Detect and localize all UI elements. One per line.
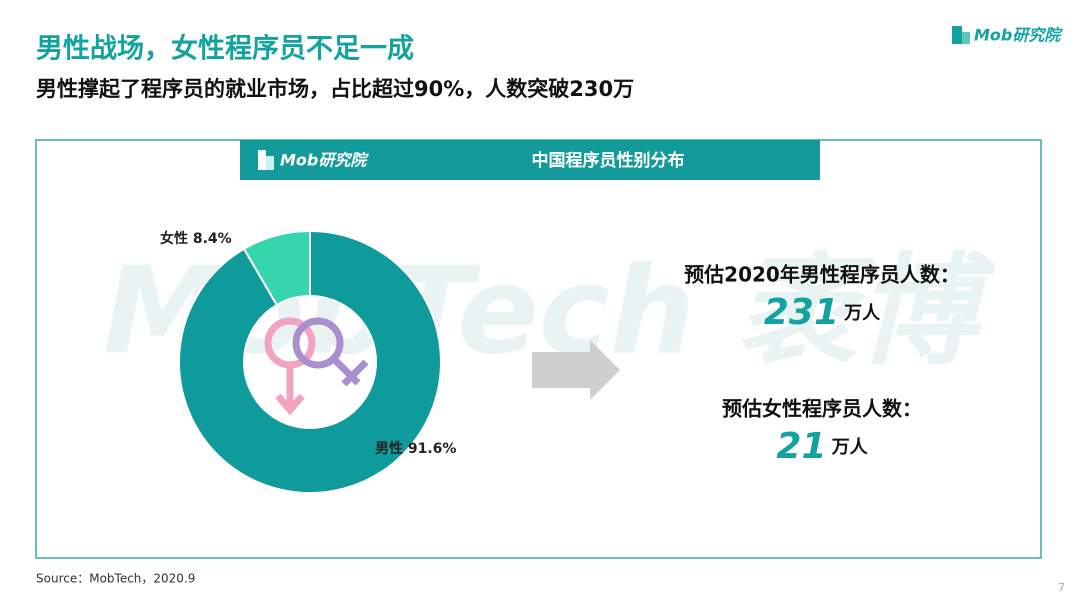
estimate-label: 预估女性程序员人数： — [722, 397, 922, 421]
arrow — [532, 340, 620, 400]
logo-text: Mob研究院 — [974, 26, 1063, 45]
logo: Mob研究院 — [952, 26, 1063, 45]
female-symbol — [275, 393, 305, 416]
donut: 男性 91.6% 女性 8.4% — [160, 229, 456, 494]
estimate-label: 预估2020年男性程序员人数： — [684, 263, 960, 287]
estimate-unit: 万人 — [843, 303, 881, 324]
logo-icon — [962, 32, 970, 44]
data-label: 女性 8.4% — [160, 230, 232, 247]
male-symbol — [292, 317, 344, 369]
male-symbol — [341, 359, 369, 387]
data-label-category: 女性 — [160, 230, 188, 247]
estimate-number: 21 — [776, 426, 826, 467]
chart-logo: Mob研究院 — [280, 151, 369, 170]
estimate-number: 231 — [764, 292, 839, 333]
estimate-value: 21 万人 — [776, 426, 868, 467]
chart-logo-icon — [266, 156, 274, 170]
donut-slice — [178, 229, 442, 494]
slide-title: 男性战场，女性程序员不足一成 — [36, 33, 414, 65]
chart-header — [240, 140, 820, 180]
page-number: 7 — [1058, 581, 1065, 594]
male-symbol — [331, 356, 361, 386]
slide-subtitle: 男性撑起了程序员的就业市场，占比超过90%，人数突破230万 — [36, 77, 634, 101]
logo-icon — [952, 26, 962, 44]
estimate-unit: 万人 — [831, 437, 869, 458]
data-label-category: 男性 — [375, 440, 403, 457]
chart-title: 中国程序员性别分布 — [532, 150, 685, 171]
source: Source：MobTech，2020.9 — [36, 572, 195, 586]
chart-logo-icon — [258, 150, 266, 170]
data-label: 男性 91.6% — [375, 440, 456, 457]
estimate-value: 231 万人 — [764, 292, 881, 333]
gender-icon — [264, 317, 369, 416]
data-label-value: 91.6% — [408, 441, 457, 457]
donut-slice — [242, 229, 311, 307]
data-label-value: 8.4% — [193, 231, 232, 247]
